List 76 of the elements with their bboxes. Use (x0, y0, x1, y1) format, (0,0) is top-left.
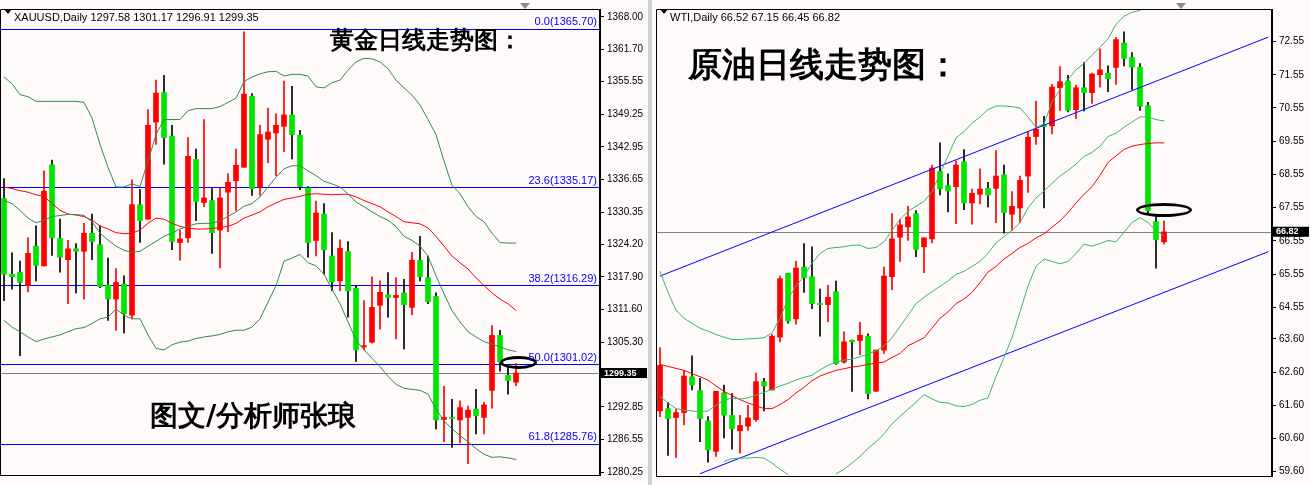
candlestick (105, 257, 111, 321)
chart-subtitle: WTI,Daily 66.52 67.15 66.45 66.82 (670, 11, 840, 23)
text: 原油日线走势图： (687, 44, 960, 84)
y-tick-label: 1349.25 (607, 107, 644, 119)
y-tick-label: 62.60 (1279, 365, 1305, 377)
y-tick-label: 63.60 (1279, 332, 1305, 344)
annotation: 图文/分析师张琅 (150, 399, 358, 432)
candlestick (825, 285, 831, 322)
candlestick (737, 414, 743, 454)
candlestick (993, 150, 999, 223)
candlestick (1097, 48, 1103, 88)
y-tick-label: 1342.95 (607, 140, 644, 152)
y-tick-label: 64.55 (1279, 301, 1305, 313)
y-tick-label: 69.55 (1279, 134, 1305, 146)
candlestick (17, 260, 23, 356)
candlestick (465, 405, 471, 464)
candlestick (9, 252, 15, 290)
y-tick-label: 1311.60 (607, 303, 643, 315)
candlestick (1057, 66, 1063, 111)
y-tick-label: 60.60 (1279, 432, 1305, 444)
ref-line-label: 66.82 (1276, 226, 1299, 237)
ref-line-label: 1299.35 (604, 367, 637, 378)
candlestick (673, 408, 679, 458)
ref-line-label: 23.6(1335.17) (528, 173, 597, 186)
y-tick-label: 71.55 (1279, 68, 1305, 80)
y-tick-label: 70.55 (1279, 101, 1305, 113)
candlestick (849, 339, 855, 392)
y-tick-label: 1324.20 (607, 237, 644, 249)
candlestick (177, 229, 183, 261)
y-tick-label: 1336.65 (607, 173, 644, 185)
ref-line-label: 50.0(1301.02) (528, 350, 597, 363)
ref-line-label: 0.0(1365.70) (534, 15, 597, 28)
candlestick (81, 222, 87, 300)
y-tick-label: 67.55 (1279, 201, 1305, 213)
candlestick (65, 240, 71, 305)
candlestick (201, 119, 207, 208)
chart-subtitle: XAUUSD,Daily 1297.58 1301.17 1296.91 1299.35 (14, 11, 259, 23)
y-tick-label: 1305.30 (607, 335, 644, 347)
candlestick (449, 398, 455, 448)
ref-line-label: 61.8(1285.76) (528, 430, 597, 443)
y-tick-label: 1317.90 (607, 270, 644, 282)
y-tick-label: 68.55 (1279, 168, 1305, 180)
candlestick (473, 389, 479, 435)
y-tick-label: 59.60 (1279, 465, 1305, 477)
y-tick-label: 1292.85 (607, 400, 644, 412)
y-tick-label: 1286.55 (607, 433, 644, 445)
candlestick (1129, 52, 1135, 90)
y-tick-label: 65.55 (1279, 267, 1305, 279)
candlestick (441, 385, 447, 443)
candlestick (281, 80, 287, 153)
text: 黄金日线走势图： (329, 25, 522, 54)
candlestick (665, 401, 671, 456)
candlestick (361, 300, 367, 351)
candlestick (273, 113, 279, 176)
y-tick-label: 1280.25 (607, 465, 644, 477)
candlestick (73, 243, 79, 294)
candlestick (393, 277, 399, 340)
y-tick-label: 1368.00 (607, 10, 644, 22)
candlestick (857, 321, 863, 356)
ref-line-label: 38.2(1316.29) (528, 271, 597, 284)
candlestick (945, 173, 951, 213)
candlestick (385, 272, 391, 318)
y-tick-label: 61.60 (1279, 399, 1305, 410)
y-tick-label: 1361.70 (607, 43, 644, 55)
candlestick (1081, 62, 1087, 112)
y-tick-label: 1355.55 (607, 75, 644, 87)
candlestick (817, 288, 823, 337)
y-tick-label: 66.55 (1279, 234, 1305, 246)
y-tick-label: 72.55 (1279, 35, 1305, 47)
candlestick (265, 107, 271, 163)
candlestick (761, 378, 767, 412)
candlestick (977, 168, 983, 205)
candlestick (401, 279, 407, 350)
candlestick (1105, 65, 1111, 93)
candlestick (1033, 101, 1039, 145)
y-tick-label: 1330.35 (607, 205, 644, 217)
